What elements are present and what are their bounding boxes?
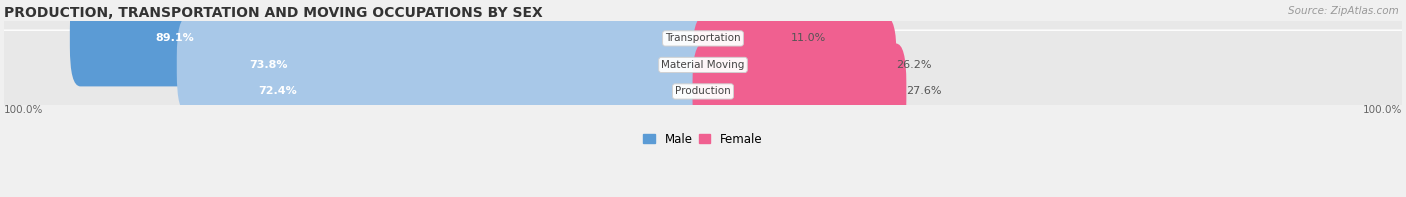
FancyBboxPatch shape bbox=[70, 0, 713, 86]
Text: 11.0%: 11.0% bbox=[790, 33, 825, 43]
Text: 26.2%: 26.2% bbox=[897, 60, 932, 70]
Text: Transportation: Transportation bbox=[665, 33, 741, 43]
Text: Production: Production bbox=[675, 86, 731, 97]
Text: 27.6%: 27.6% bbox=[907, 86, 942, 97]
FancyBboxPatch shape bbox=[0, 0, 1406, 100]
Text: 100.0%: 100.0% bbox=[4, 105, 44, 115]
FancyBboxPatch shape bbox=[0, 4, 1406, 126]
FancyBboxPatch shape bbox=[693, 0, 790, 86]
Text: 73.8%: 73.8% bbox=[249, 60, 288, 70]
Text: 89.1%: 89.1% bbox=[155, 33, 194, 43]
Text: Source: ZipAtlas.com: Source: ZipAtlas.com bbox=[1288, 6, 1399, 16]
Text: 100.0%: 100.0% bbox=[1362, 105, 1402, 115]
Text: Material Moving: Material Moving bbox=[661, 60, 745, 70]
FancyBboxPatch shape bbox=[187, 44, 713, 139]
FancyBboxPatch shape bbox=[177, 17, 713, 113]
Text: 72.4%: 72.4% bbox=[257, 86, 297, 97]
FancyBboxPatch shape bbox=[0, 30, 1406, 153]
Legend: Male, Female: Male, Female bbox=[638, 128, 768, 151]
Text: PRODUCTION, TRANSPORTATION AND MOVING OCCUPATIONS BY SEX: PRODUCTION, TRANSPORTATION AND MOVING OC… bbox=[4, 6, 543, 20]
FancyBboxPatch shape bbox=[693, 17, 897, 113]
FancyBboxPatch shape bbox=[693, 44, 907, 139]
